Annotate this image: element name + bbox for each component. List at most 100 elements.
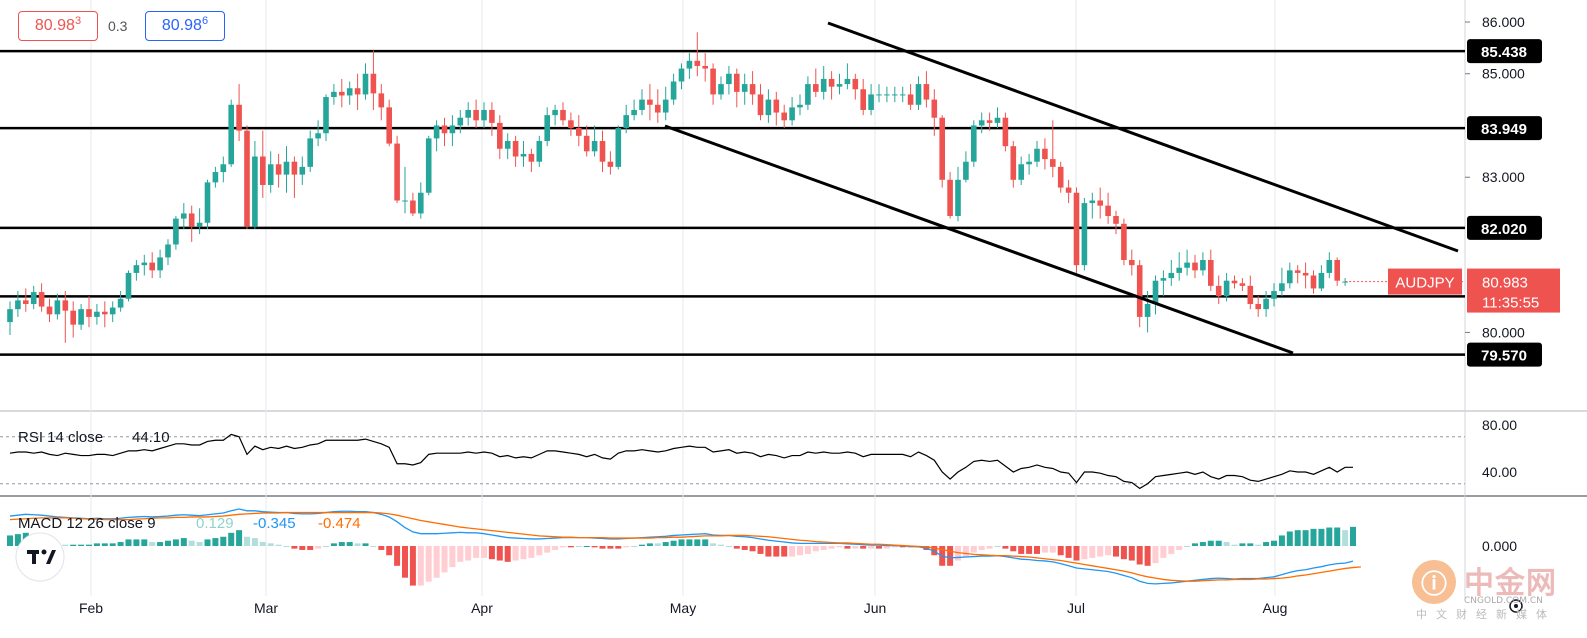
level-badge-label: 82.020 [1481, 221, 1527, 238]
level-badge-bg [1467, 215, 1542, 240]
candle-body [1065, 187, 1072, 193]
candle-body [1239, 283, 1246, 286]
macd-histogram-bar [686, 539, 693, 546]
candle-body [457, 117, 464, 126]
time-axis[interactable]: Feb Mar Apr May Jun Jul Aug [79, 599, 1523, 616]
candle-body [402, 200, 408, 202]
macd-histogram-bar [702, 539, 709, 546]
macd-histogram-bar [402, 546, 408, 578]
candle-body [631, 109, 637, 116]
macd-histogram-bar [220, 536, 227, 546]
candle-body [820, 78, 827, 92]
macd-histogram-bar [1310, 528, 1317, 546]
candle-body [1073, 192, 1080, 266]
candle-body [212, 172, 219, 183]
candle-body [481, 109, 487, 121]
candle-body [1318, 272, 1325, 289]
candle-body [7, 309, 13, 323]
watermark-name: 中金网 [1464, 566, 1557, 601]
candle-body [1160, 278, 1167, 281]
candle-body [78, 309, 84, 325]
candle-body [1192, 262, 1198, 271]
macd-histogram-bar [149, 542, 156, 546]
last-price-label: 80.983 [1482, 275, 1528, 292]
macd-histogram-bar [488, 546, 495, 560]
macd-histogram-bar [1223, 542, 1230, 546]
candle-body [741, 84, 748, 92]
ask-price-button[interactable]: 80.98 6 [145, 11, 225, 41]
macd-histogram-bar [1231, 544, 1238, 546]
macd-legend-macd: -0.345 [253, 515, 296, 532]
macd-tick-label: 0.000 [1482, 538, 1517, 554]
candle-body [892, 94, 898, 96]
candle-body [1231, 280, 1238, 284]
macd-histogram-bar [883, 546, 890, 549]
last-price-badge-bg [1467, 268, 1560, 313]
candle-body [623, 115, 629, 129]
candle-body [520, 153, 527, 157]
level-badge: 83.949 [1467, 116, 1542, 141]
candle-body [196, 222, 203, 227]
macd-histogram-bar [1199, 542, 1206, 546]
macd-histogram-bar [370, 546, 377, 547]
candle-body [165, 244, 171, 258]
level-badge-bg [1467, 39, 1542, 64]
macd-histogram-bar [267, 543, 274, 546]
macd-histogram-bar [1176, 546, 1183, 550]
candle-body [963, 161, 969, 180]
candle-body [370, 73, 377, 94]
bid-price-button[interactable]: 80.98 3 [18, 11, 98, 41]
macd-histogram-bar [465, 546, 472, 561]
candle-body [339, 91, 345, 96]
macd-histogram-bar [433, 546, 440, 578]
candle-body [789, 107, 795, 121]
candle-body [117, 298, 124, 308]
macd-histogram-bar [591, 546, 598, 548]
candle-body [670, 81, 677, 100]
month-label-jul: Jul [1067, 600, 1085, 616]
candle-body [1294, 270, 1301, 273]
candle-body [315, 133, 321, 139]
candle-body [828, 78, 835, 87]
candle-body [1310, 275, 1317, 289]
macd-histogram-bar [1342, 530, 1349, 546]
price-tick-label: 83.000 [1482, 169, 1525, 185]
candle-body [1334, 259, 1340, 281]
macd-histogram-bar [978, 546, 985, 550]
candle-body [560, 109, 566, 121]
candle-body [441, 125, 448, 134]
macd-histogram-bar [212, 538, 219, 546]
macd-histogram-bar [1160, 546, 1167, 558]
macd-histogram-bar [1105, 546, 1112, 556]
macd-histogram-bar [646, 543, 653, 546]
candle-body [1042, 148, 1048, 160]
macd-histogram-bar [749, 546, 756, 552]
candle-body [544, 115, 550, 141]
candle-body [157, 257, 163, 271]
candle-body [1144, 303, 1151, 317]
candle-body [425, 138, 432, 193]
macd-histogram-bar [812, 546, 819, 552]
macd-histogram-bar [781, 546, 788, 557]
price-axis[interactable]: 85.43883.94982.02080.69779.57086.00085.0… [1465, 14, 1560, 554]
macd-histogram-bar [1089, 546, 1096, 558]
candle-body [978, 120, 985, 126]
price-tick-label: 86.000 [1482, 14, 1525, 30]
macd-histogram-bar [394, 546, 401, 566]
candle-body [1129, 259, 1135, 266]
logo-circle [15, 532, 65, 582]
macd-histogram-bar [1286, 531, 1293, 546]
macd-legend-signal: -0.474 [318, 515, 361, 532]
candle-body [1208, 259, 1214, 286]
macd-histogram-bar [1057, 546, 1064, 556]
candle-body [655, 104, 661, 113]
macd-pane [7, 508, 1361, 586]
macd-histogram-bar [473, 546, 480, 558]
candle-body [497, 122, 503, 149]
candle-body [1121, 223, 1127, 260]
candle-body [773, 99, 780, 113]
candle-body [220, 164, 227, 173]
macd-histogram-bar [1255, 544, 1262, 546]
macd-histogram-bar [725, 546, 732, 547]
